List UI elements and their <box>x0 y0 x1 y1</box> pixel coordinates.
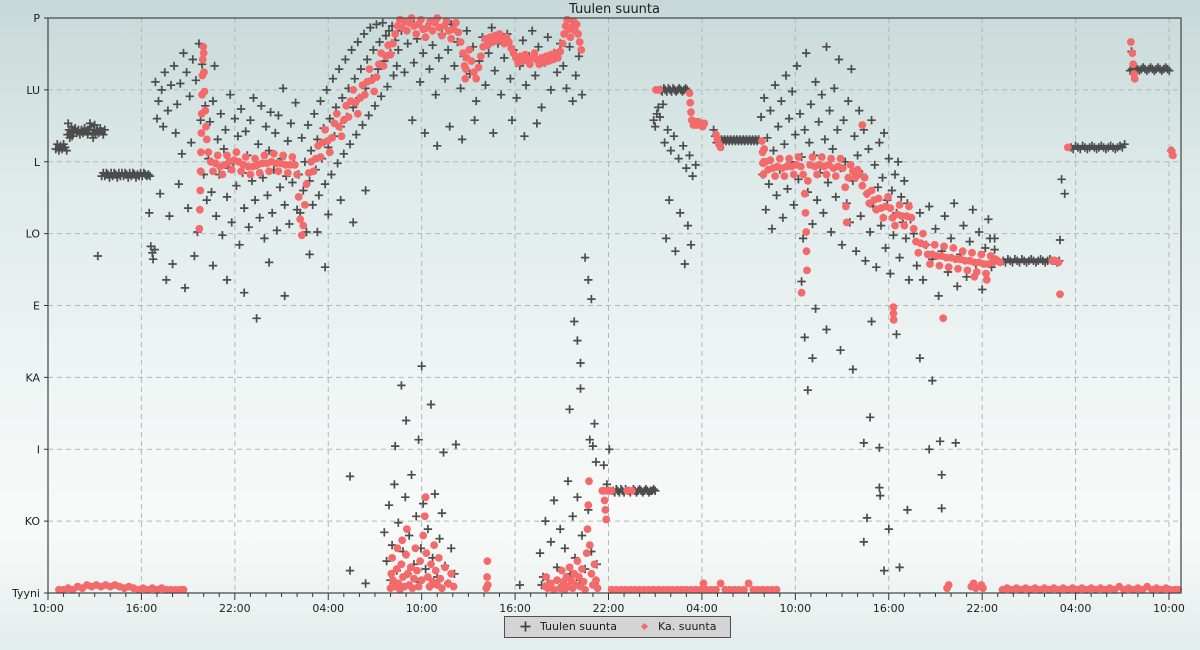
plus-marker-icon <box>520 621 531 632</box>
wind-direction-series <box>51 17 1176 591</box>
y-axis-label: Tyyni <box>11 587 40 600</box>
legend-item-wind: Tuulen suunta <box>519 620 617 633</box>
diamond-marker-icon <box>640 622 649 631</box>
x-axis-label: 04:00 <box>1060 602 1092 615</box>
x-axis-label: 10:00 <box>779 602 811 615</box>
y-axis-ticks <box>44 17 48 594</box>
x-axis-label: 10:00 <box>406 602 438 615</box>
y-axis-label: P <box>33 12 40 25</box>
x-axis-label: 16:00 <box>873 602 905 615</box>
x-axis-label: 04:00 <box>686 602 718 615</box>
x-axis-label: 10:00 <box>32 602 64 615</box>
x-axis-label: 16:00 <box>499 602 531 615</box>
legend-label-wind: Tuulen suunta <box>540 620 617 633</box>
y-axis-label: KO <box>25 515 41 528</box>
y-axis-label: KA <box>25 371 40 384</box>
x-axis-label: 22:00 <box>966 602 998 615</box>
y-axis-labels: P LU L LO E KA I KO Tyyni <box>11 12 41 600</box>
chart-legend: Tuulen suunta Ka. suunta <box>504 616 732 638</box>
x-axis-label: 04:00 <box>312 602 344 615</box>
x-axis-labels: 10:00 16:00 22:00 04:00 10:00 16:00 22:00 04:00… <box>32 602 1185 615</box>
y-axis-label: L <box>34 156 41 169</box>
y-axis-label: E <box>33 300 40 313</box>
gridlines <box>48 18 1181 593</box>
x-axis-label: 10:00 <box>1153 602 1185 615</box>
avg-direction-series <box>55 14 1183 594</box>
x-axis-label: 22:00 <box>219 602 251 615</box>
x-axis-label: 22:00 <box>593 602 625 615</box>
chart-title: Tuulen suunta <box>569 2 660 17</box>
plot-area: 10:00 16:00 22:00 04:00 10:00 16:00 22:00 04:00… <box>11 12 1185 615</box>
x-axis-ticks <box>47 593 1170 600</box>
y-axis-label: LU <box>26 84 40 97</box>
y-axis-label: LO <box>26 228 41 241</box>
x-axis-label: 16:00 <box>126 602 158 615</box>
legend-item-avg: Ka. suunta <box>639 620 716 633</box>
y-axis-label: I <box>37 443 40 456</box>
legend-label-avg: Ka. suunta <box>657 620 717 633</box>
